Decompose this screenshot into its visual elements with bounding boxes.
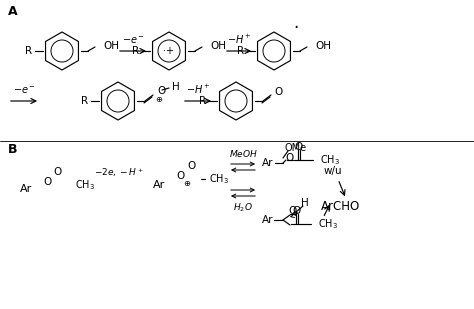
Text: $-2e, -H^+$: $-2e, -H^+$: [94, 166, 144, 179]
Text: O: O: [293, 206, 301, 216]
Text: CH$_3$: CH$_3$: [75, 174, 95, 188]
Text: H: H: [172, 82, 180, 92]
Text: O: O: [286, 153, 294, 163]
Text: R: R: [81, 96, 88, 106]
Text: ArCHO: ArCHO: [321, 201, 361, 214]
Text: O: O: [54, 167, 62, 177]
Text: R: R: [25, 46, 32, 56]
Text: R: R: [237, 46, 244, 56]
Text: Ar: Ar: [262, 158, 273, 168]
Text: OH: OH: [210, 41, 226, 51]
Text: CH$_3$: CH$_3$: [209, 172, 229, 186]
Text: Ar: Ar: [153, 180, 165, 190]
Text: CH$_3$: CH$_3$: [75, 178, 95, 192]
Text: $H_2O$: $H_2O$: [233, 201, 253, 214]
Text: O: O: [274, 87, 282, 97]
Text: R: R: [132, 46, 139, 56]
Text: $-H^+$: $-H^+$: [227, 33, 251, 46]
Text: O: O: [40, 174, 48, 184]
Text: OMe: OMe: [285, 143, 307, 153]
Text: $-e^-$: $-e^-$: [12, 85, 36, 96]
Text: ·: ·: [293, 19, 299, 37]
Text: R: R: [199, 96, 206, 106]
Text: OH: OH: [315, 41, 331, 51]
Text: $\oplus$: $\oplus$: [155, 95, 163, 104]
Text: H: H: [301, 198, 309, 208]
Text: OH: OH: [103, 41, 119, 51]
Text: Ar: Ar: [20, 184, 32, 194]
Text: CH$_3$: CH$_3$: [320, 153, 340, 167]
Text: Ar: Ar: [262, 215, 273, 225]
Text: A: A: [8, 5, 18, 18]
Text: O: O: [289, 206, 297, 216]
Text: $-H^+$: $-H^+$: [186, 83, 210, 96]
Text: Ar: Ar: [12, 179, 24, 189]
Text: $\oplus$: $\oplus$: [183, 179, 191, 188]
Text: $-e^-$: $-e^-$: [121, 35, 145, 46]
Text: w/u: w/u: [324, 166, 342, 176]
Text: B: B: [8, 143, 18, 156]
Text: CH$_3$: CH$_3$: [318, 217, 338, 231]
Text: O: O: [51, 164, 59, 174]
Text: O: O: [157, 86, 165, 96]
Text: $MeOH$: $MeOH$: [228, 148, 257, 159]
Text: ·+: ·+: [164, 46, 174, 56]
Text: O: O: [188, 161, 196, 171]
Text: O: O: [295, 142, 303, 152]
Text: O: O: [44, 177, 52, 187]
Text: O: O: [177, 171, 185, 181]
